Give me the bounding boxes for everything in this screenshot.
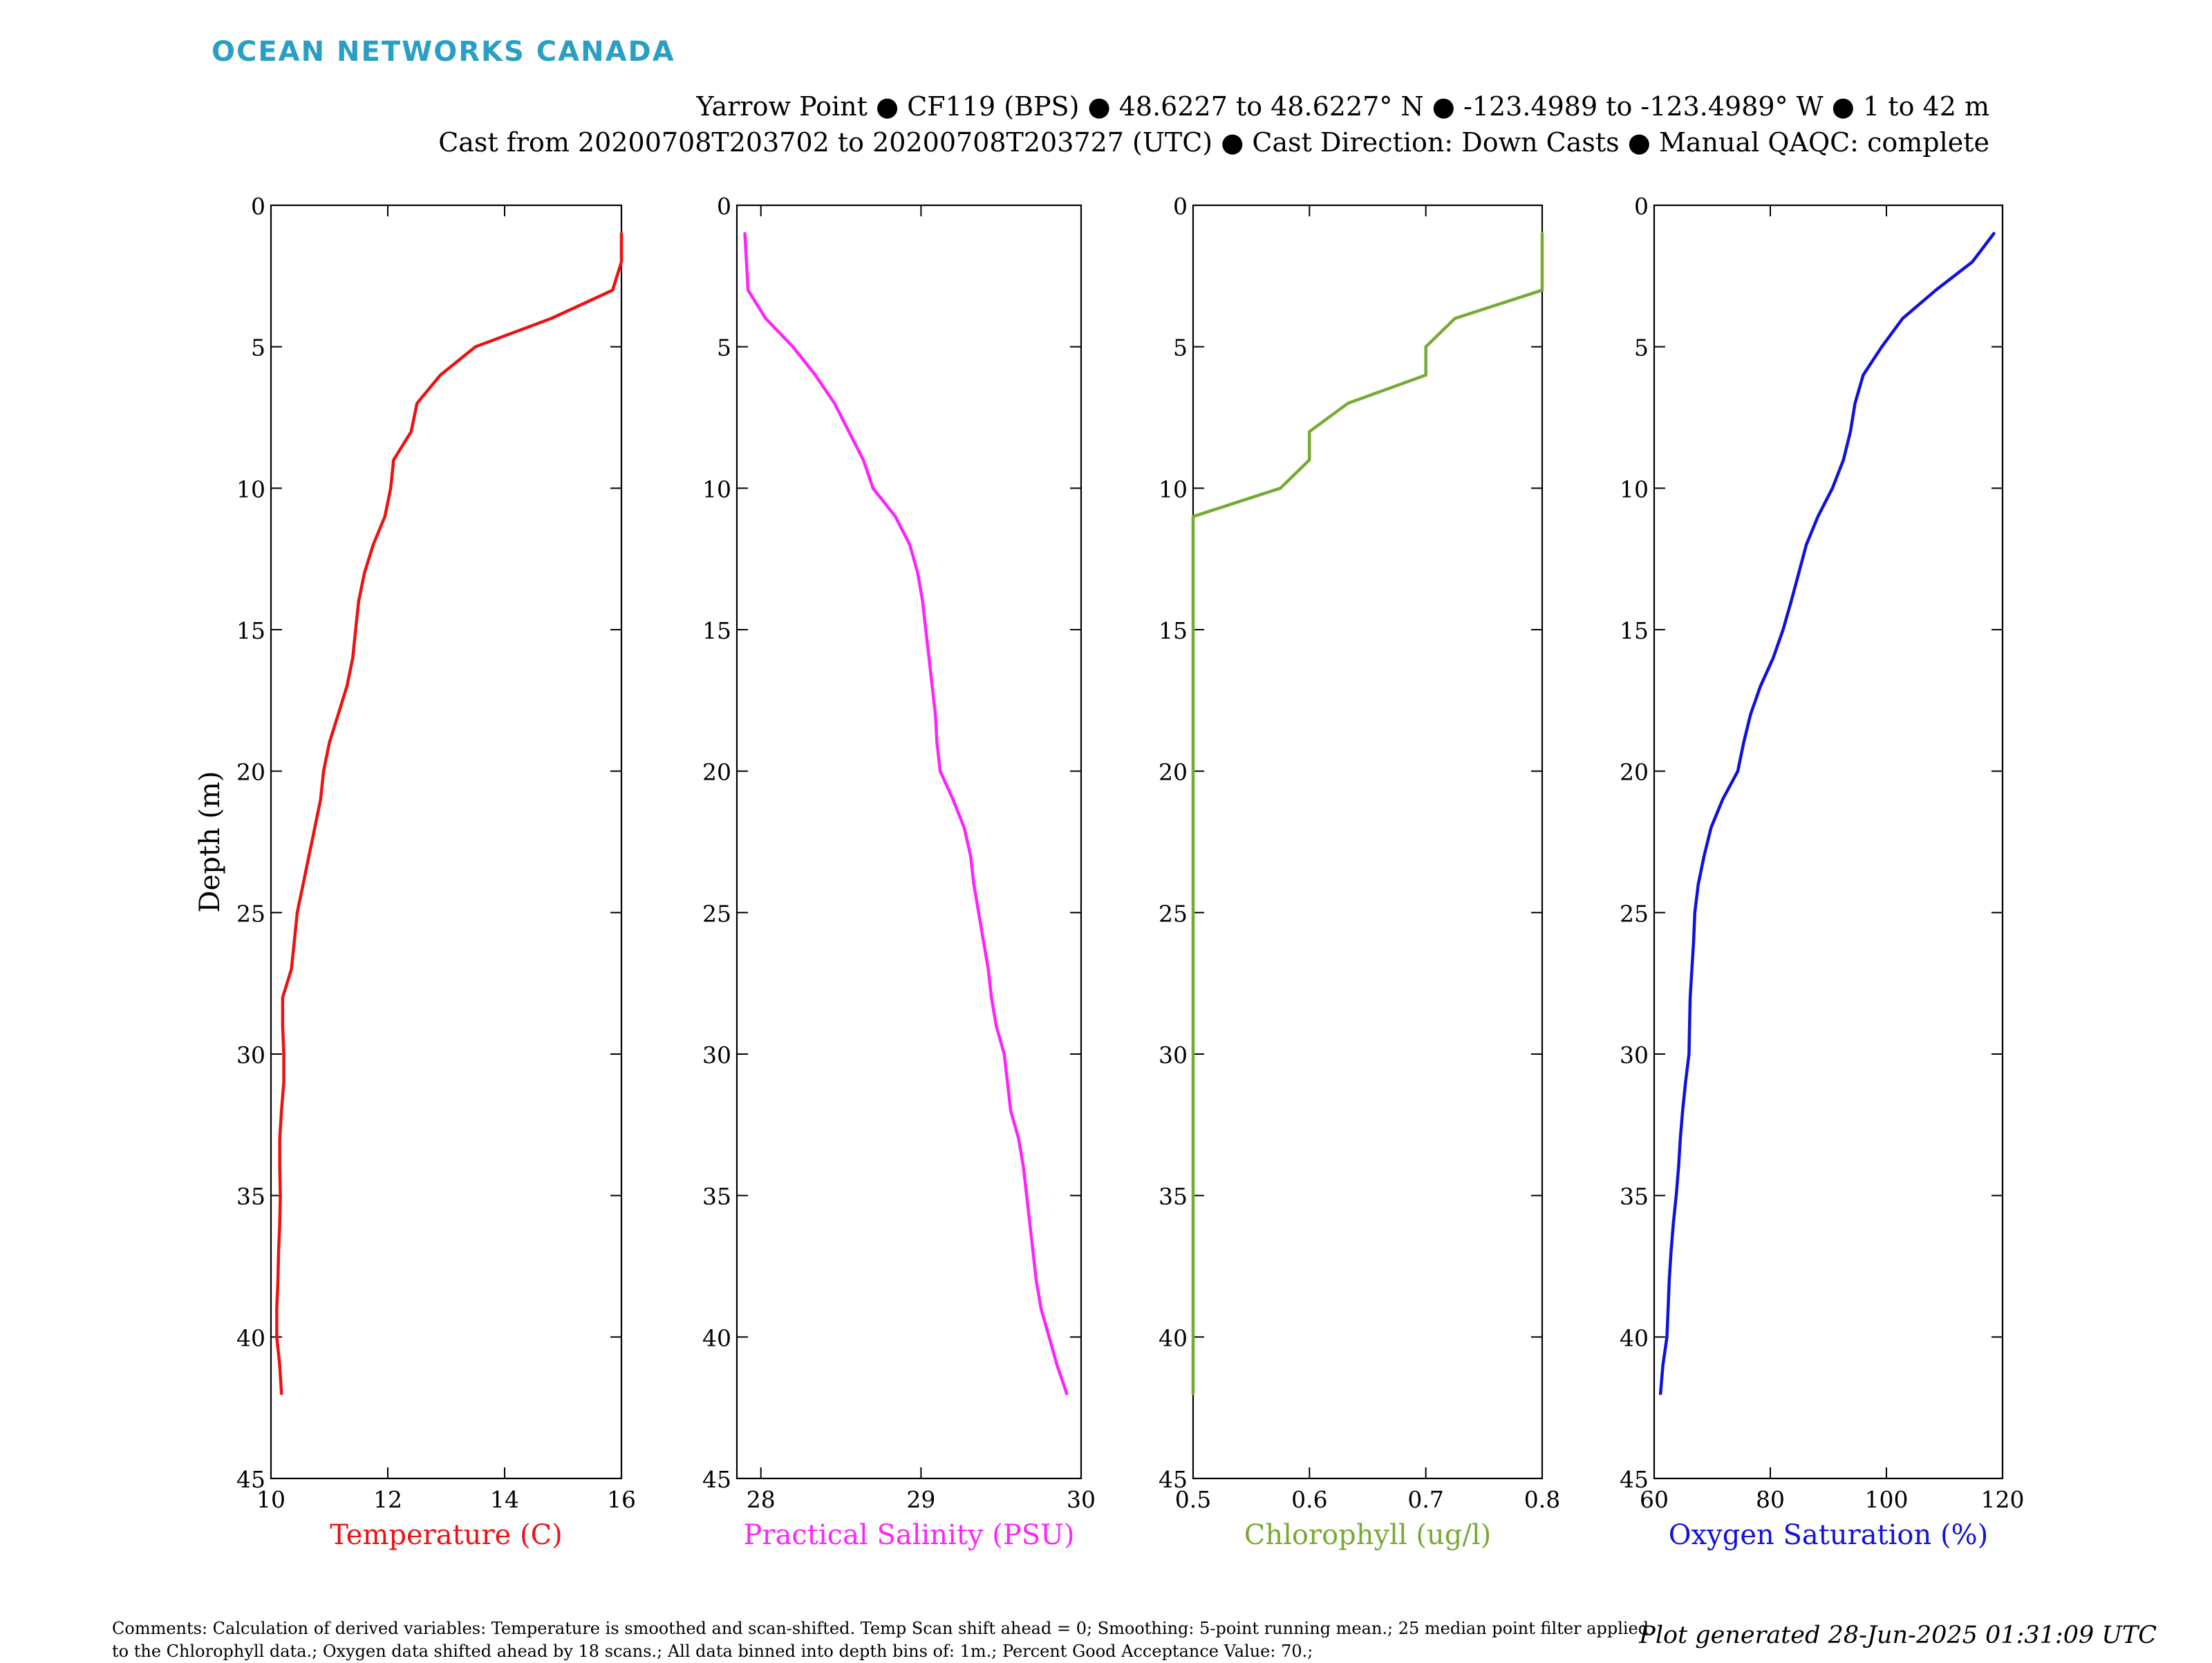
y-tick-label: 45	[702, 1466, 731, 1493]
y-tick-label: 35	[1159, 1183, 1188, 1210]
x-axis-label-4: Oxygen Saturation (%)	[1669, 1519, 1988, 1551]
x-tick-label: 14	[490, 1486, 519, 1513]
y-tick-label: 20	[702, 759, 731, 786]
y-tick-label: 40	[702, 1324, 731, 1351]
y-tick-label: 15	[702, 617, 731, 644]
y-tick-label: 35	[702, 1183, 731, 1210]
y-tick-label: 40	[236, 1324, 265, 1351]
y-tick-label: 45	[1159, 1466, 1188, 1493]
y-tick-label: 20	[1159, 759, 1188, 786]
profile-line-3	[1191, 232, 1544, 1396]
y-tick-label: 25	[1620, 900, 1649, 927]
y-tick-label: 35	[1620, 1183, 1649, 1210]
x-tick-label: 28	[747, 1486, 776, 1513]
y-tick-label: 40	[1159, 1324, 1188, 1351]
y-tick-label: 45	[1620, 1466, 1649, 1493]
y-tick-label: 15	[236, 617, 265, 644]
y-tick-label: 10	[1620, 476, 1649, 502]
y-tick-label: 5	[251, 335, 265, 361]
x-axis-label-3: Chlorophyll (ug/l)	[1244, 1519, 1492, 1551]
y-tick-label: 15	[1620, 617, 1649, 644]
x-tick-label: 30	[1067, 1486, 1096, 1513]
panel-1-frame	[270, 204, 623, 1480]
y-tick-label: 40	[1620, 1324, 1649, 1351]
x-tick-label: 80	[1756, 1486, 1785, 1513]
x-tick-label: 12	[373, 1486, 402, 1513]
x-tick-label: 100	[1865, 1486, 1909, 1513]
brand-title: OCEAN NETWORKS CANADA	[212, 36, 675, 68]
y-tick-label: 5	[1634, 335, 1649, 361]
y-tick-label: 20	[1620, 759, 1649, 786]
y-tick-label: 0	[251, 193, 265, 220]
y-tick-label: 10	[1159, 476, 1188, 502]
y-tick-label: 10	[236, 476, 265, 502]
comments: Comments: Calculation of derived variabl…	[112, 1619, 1649, 1661]
x-tick-label: 16	[607, 1486, 636, 1513]
y-tick-label: 0	[717, 193, 731, 220]
x-axis-label-2: Practical Salinity (PSU)	[744, 1519, 1075, 1551]
y-tick-label: 25	[1159, 900, 1188, 927]
y-tick-label: 45	[236, 1466, 265, 1493]
plot-generated-timestamp: Plot generated 28-Jun-2025 01:31:09 UTC	[1639, 1622, 2157, 1649]
x-tick-label: 29	[906, 1486, 935, 1513]
y-tick-label: 30	[236, 1042, 265, 1069]
y-tick-label: 30	[1620, 1042, 1649, 1069]
y-tick-label: 5	[717, 335, 731, 361]
header-line-2: Cast from 20200708T203702 to 20200708T20…	[438, 127, 1989, 158]
y-tick-label: 20	[236, 759, 265, 786]
x-tick-label: 60	[1640, 1486, 1669, 1513]
profile-line-1	[275, 232, 624, 1396]
x-tick-label: 10	[256, 1486, 285, 1513]
y-tick-label: 25	[236, 900, 265, 927]
profile-line-2	[743, 232, 1069, 1396]
y-tick-label: 15	[1159, 617, 1188, 644]
x-tick-label: 0.7	[1407, 1486, 1443, 1513]
x-tick-label: 120	[1981, 1486, 2025, 1513]
y-axis-label: Depth (m)	[194, 771, 226, 912]
y-tick-label: 0	[1173, 193, 1188, 220]
y-tick-label: 0	[1634, 193, 1649, 220]
x-tick-label: 0.8	[1524, 1486, 1560, 1513]
panel-2-frame	[735, 204, 1082, 1480]
header-line-1: Yarrow Point ● CF119 (BPS) ● 48.6227 to …	[696, 91, 1989, 122]
x-tick-label: 0.6	[1291, 1486, 1327, 1513]
y-tick-label: 5	[1173, 335, 1188, 361]
y-tick-label: 25	[702, 900, 731, 927]
panel-4-frame	[1653, 204, 2004, 1480]
y-tick-label: 10	[702, 476, 731, 502]
x-axis-label-1: Temperature (C)	[330, 1519, 563, 1551]
y-tick-label: 35	[236, 1183, 265, 1210]
y-tick-label: 30	[702, 1042, 731, 1069]
profile-line-4	[1658, 232, 1996, 1396]
y-tick-label: 30	[1159, 1042, 1188, 1069]
x-tick-label: 0.5	[1175, 1486, 1211, 1513]
